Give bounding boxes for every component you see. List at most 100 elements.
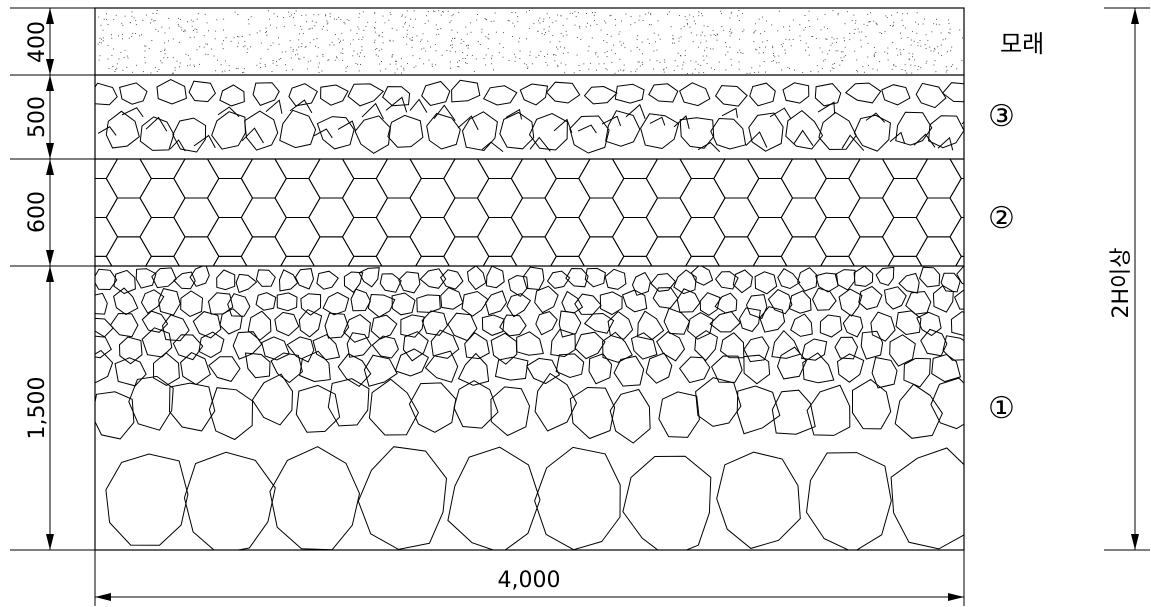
hex-stone: [746, 217, 794, 257]
sand-dot: [792, 39, 794, 40]
hex-stone: [780, 236, 827, 266]
sand-dot: [121, 22, 123, 24]
sand-dot: [926, 60, 928, 62]
sand-dot: [837, 50, 839, 52]
sand-dot: [326, 29, 328, 31]
sand-dot: [617, 70, 619, 72]
sand-dot: [710, 34, 712, 36]
sand-dot: [430, 46, 431, 48]
dim-total-width: 4,000: [498, 568, 561, 593]
rubble-stone: [916, 311, 942, 337]
rubble-stone: [771, 329, 801, 359]
sand-dot: [224, 60, 226, 62]
sand-dot: [910, 39, 912, 41]
sand-dot: [909, 58, 911, 60]
rubble-stone: [607, 310, 634, 340]
sand-dot: [630, 24, 632, 26]
sand-dot: [301, 15, 303, 17]
gravel-chip: [937, 136, 954, 151]
sand-dot: [163, 57, 165, 59]
sand-dot: [603, 63, 605, 65]
sand-dot: [294, 24, 296, 26]
hex-stone: [814, 178, 861, 218]
sand-dot: [304, 46, 306, 48]
sand-dot: [815, 38, 817, 39]
sand-dot: [176, 60, 178, 62]
sand-dot: [308, 28, 310, 30]
sand-dot: [915, 21, 917, 23]
sand-dot: [636, 39, 638, 41]
gravel-stone: [782, 82, 810, 104]
sand-dot: [849, 39, 851, 41]
sand-dot: [657, 20, 659, 22]
sand-dot: [362, 36, 364, 38]
sand-dot: [431, 63, 433, 65]
sand-dot: [945, 66, 947, 68]
sand-dot: [844, 46, 846, 48]
sand-dot: [875, 22, 877, 24]
sand-dot: [243, 46, 245, 48]
sand-dot: [425, 50, 427, 52]
sand-dot: [193, 36, 195, 38]
sand-dot: [427, 40, 429, 42]
sand-dot: [592, 12, 593, 14]
sand-dot: [260, 58, 262, 60]
sand-dot: [949, 32, 951, 34]
sand-dot: [942, 39, 944, 41]
sand-dot: [544, 34, 546, 36]
sand-dot: [207, 54, 209, 56]
sand-dot: [862, 66, 864, 68]
rubble-stone: [485, 290, 508, 316]
sand-dot: [587, 50, 589, 52]
gravel-chip: [481, 141, 504, 153]
rubble-stone: [953, 289, 964, 310]
sand-dot: [248, 23, 250, 25]
sand-dot: [845, 55, 847, 57]
sand-dot: [437, 29, 439, 30]
sand-dot: [597, 56, 599, 58]
sand-dot: [716, 33, 718, 35]
sand-dot: [930, 50, 932, 52]
sand-dot: [843, 56, 845, 58]
sand-dot: [318, 72, 320, 73]
sand-dot: [374, 27, 375, 28]
sand-dot: [442, 11, 444, 13]
gravel-stone: [119, 82, 148, 105]
sand-dot: [738, 68, 740, 70]
sand-dot: [904, 27, 906, 29]
sand-dot: [392, 54, 394, 55]
sand-dot: [465, 26, 467, 28]
sand-dot: [782, 46, 783, 48]
rubble-stone: [599, 291, 623, 316]
sand-dot: [771, 24, 773, 26]
hex-stone: [274, 217, 321, 257]
sand-dot: [402, 14, 404, 16]
hex-stone: [984, 315, 1029, 354]
sand-dot: [334, 59, 336, 61]
sand-dot: [196, 18, 198, 20]
rubble-stone: [453, 380, 499, 429]
hex-stone: [409, 178, 456, 218]
sand-dot: [694, 68, 696, 70]
sand-dot: [649, 59, 651, 61]
sand-dot: [361, 46, 363, 48]
sand-dot: [164, 32, 166, 34]
sand-dot: [158, 69, 160, 70]
sand-dot: [298, 46, 300, 48]
sand-dot: [389, 39, 391, 41]
sand-dot: [99, 37, 101, 39]
rubble-stone: [714, 271, 739, 290]
hex-stone: [848, 159, 895, 199]
sand-dot: [415, 65, 417, 67]
sand-dot: [403, 67, 405, 69]
sand-dot: [203, 46, 205, 48]
sand-dot: [630, 50, 632, 52]
sand-dot: [946, 69, 948, 71]
sand-dot: [378, 35, 380, 37]
sand-dot: [856, 69, 858, 71]
sand-dot: [116, 67, 118, 69]
sand-dot: [481, 31, 483, 33]
sand-dot: [672, 38, 674, 40]
rubble-stone: [838, 288, 863, 317]
sand-dot: [179, 62, 181, 64]
